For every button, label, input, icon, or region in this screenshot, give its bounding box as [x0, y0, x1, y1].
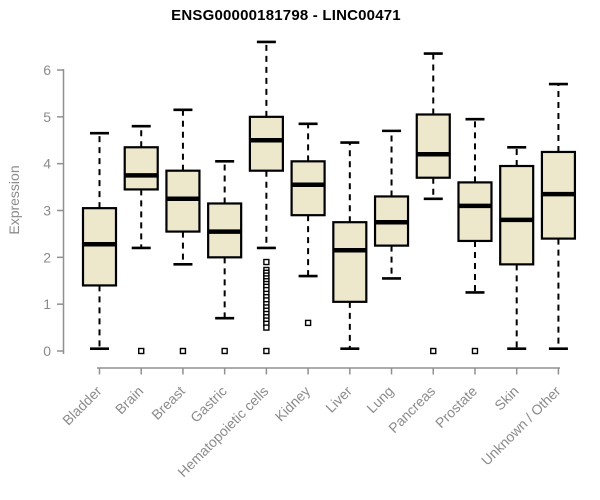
- outlier-point: [179, 347, 187, 355]
- iqr-box: [457, 181, 493, 243]
- boxplot-pancreas: [415, 52, 451, 355]
- iqr-box: [81, 207, 118, 287]
- boxplot-unknown-other: [540, 82, 577, 350]
- outlier-point: [263, 324, 270, 331]
- outlier-point: [263, 347, 270, 355]
- boxplot-liver: [332, 141, 368, 350]
- boxplot-kidney: [290, 122, 326, 327]
- x-category-label-kidney: Kidney: [272, 383, 314, 425]
- y-tick-label-0: 0: [43, 343, 51, 359]
- iqr-box: [499, 164, 535, 266]
- x-category-label-unknown-other: Unknown / Other: [478, 383, 564, 469]
- iqr-box: [332, 221, 368, 303]
- boxplot-breast: [165, 108, 201, 355]
- y-axis: [57, 69, 65, 354]
- x-category-label-lung: Lung: [363, 383, 396, 416]
- iqr-box: [165, 169, 201, 233]
- iqr-box: [415, 113, 451, 179]
- y-tick-label-6: 6: [43, 62, 51, 78]
- outlier-point: [471, 347, 479, 355]
- x-category-label-brain: Brain: [112, 383, 146, 417]
- boxplot-gastric: [207, 160, 243, 355]
- x-category-label-bladder: Bladder: [59, 383, 105, 429]
- y-tick-label-1: 1: [43, 296, 51, 312]
- outlier-point: [221, 347, 228, 355]
- boxplot-lung: [373, 129, 410, 280]
- y-tick-label-2: 2: [43, 249, 51, 265]
- chart-title: ENSG00000181798 - LINC00471: [171, 7, 401, 24]
- x-axis: [97, 367, 560, 375]
- boxplot-skin: [499, 145, 535, 350]
- boxplot-brain: [123, 124, 159, 355]
- iqr-box: [123, 146, 159, 191]
- x-category-label-prostate: Prostate: [432, 383, 480, 431]
- y-tick-label-4: 4: [43, 156, 51, 172]
- outlier-point: [304, 319, 312, 327]
- y-tick-label-3: 3: [43, 203, 51, 219]
- iqr-box: [290, 160, 326, 217]
- x-category-label-skin: Skin: [491, 383, 522, 414]
- boxplot-prostate: [457, 117, 493, 355]
- iqr-box: [248, 115, 284, 172]
- y-tick-label-5: 5: [43, 109, 51, 125]
- x-category-label-breast: Breast: [148, 383, 188, 423]
- boxplot-bladder: [81, 131, 118, 350]
- outlier-point: [430, 347, 437, 355]
- boxplot-hematopoietic-cells: [248, 40, 284, 355]
- outlier-point: [138, 347, 145, 355]
- x-category-label-liver: Liver: [322, 383, 355, 416]
- outlier-point: [263, 258, 270, 266]
